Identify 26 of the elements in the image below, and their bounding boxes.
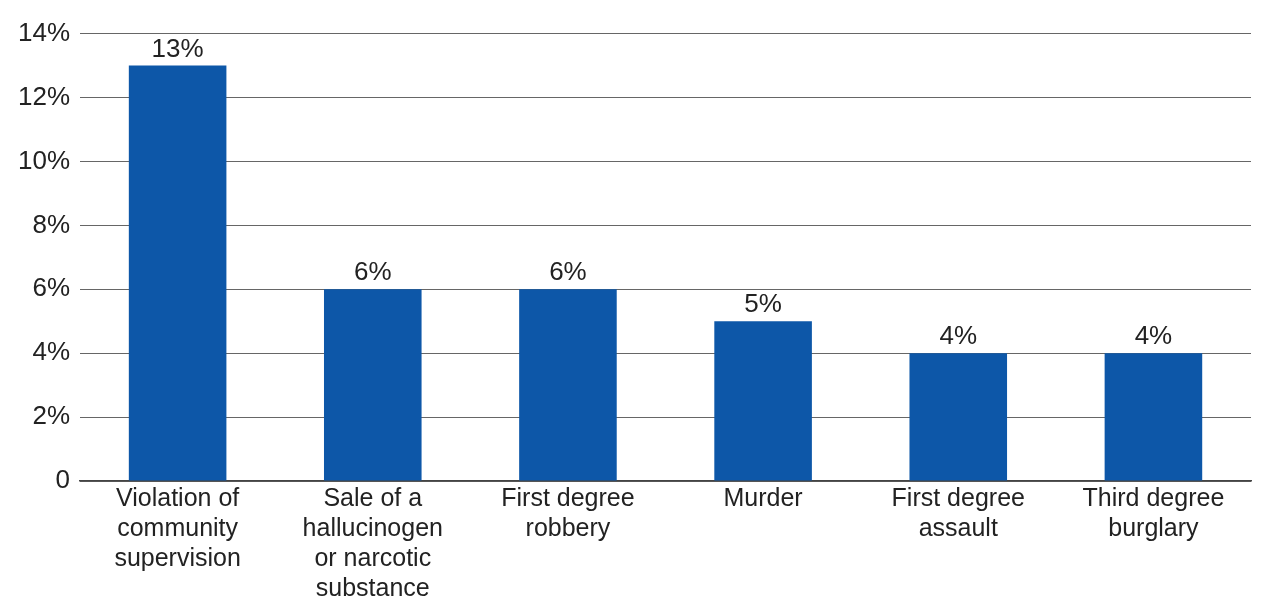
y-tick-label: 0 [55,464,71,495]
data-label: 13% [151,32,204,63]
data-label: 5% [744,288,782,319]
x-tick-label: Murder [723,482,803,511]
data-label: 4% [939,320,978,351]
x-tick-label: First degree robbery [501,482,635,541]
x-tick-label: First degree assault [891,482,1025,541]
x-tick-label: Third degree burglary [1082,482,1225,541]
data-label: 6% [353,256,392,287]
bar [714,321,812,481]
bar [909,353,1008,481]
y-tick-label: 14% [17,16,71,47]
data-label: 6% [549,256,587,287]
data-label: 4% [1134,320,1173,351]
x-tick-label: Sale of a hallucinogen or narcotic substance [302,482,443,601]
bar [323,289,422,481]
y-tick-label: 2% [32,400,71,431]
bar [519,289,617,481]
bar [1104,353,1203,481]
y-tick-label: 12% [17,80,71,111]
y-tick-label: 10% [17,144,71,175]
y-tick-label: 4% [32,336,71,367]
y-tick-label: 8% [32,208,71,239]
y-tick-label: 6% [32,272,71,303]
bar [128,65,227,481]
x-tick-label: Violation of community supervision [114,482,241,571]
